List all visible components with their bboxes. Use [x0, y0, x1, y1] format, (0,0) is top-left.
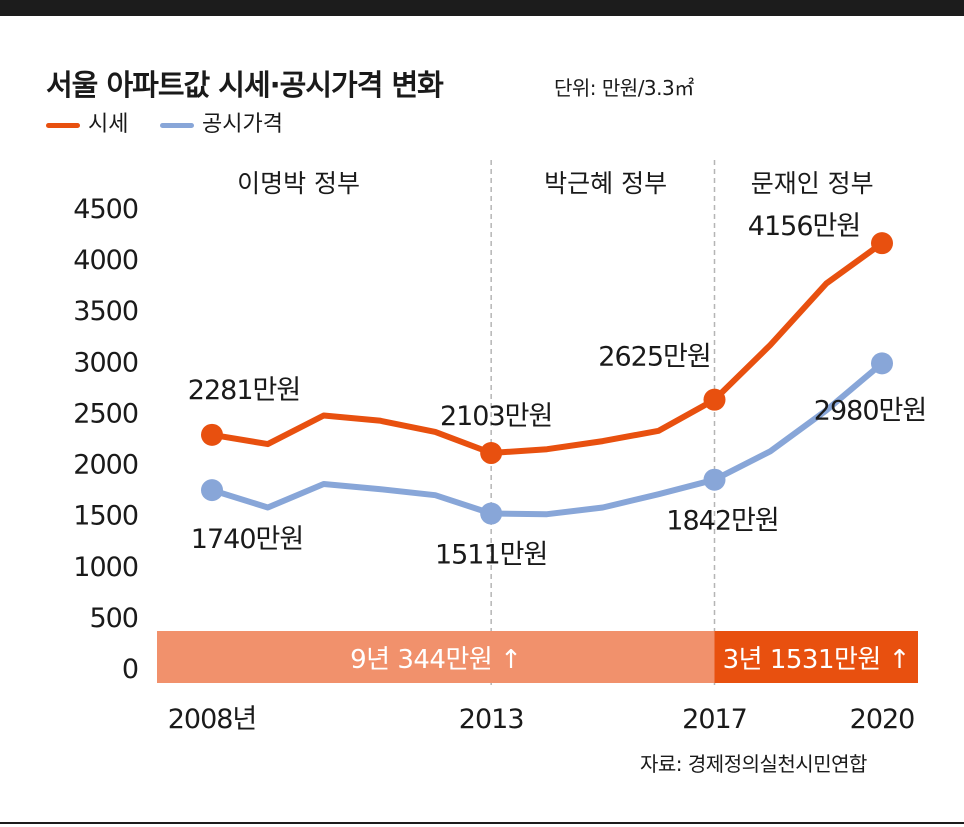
y-tick-label: 2000: [73, 450, 138, 481]
change-band-label: 3년 1531만원 ↑: [723, 645, 910, 675]
y-tick-label: 4500: [73, 194, 138, 225]
period-label: 이명박 정부: [237, 169, 360, 198]
official-price-point: [871, 352, 893, 375]
market-price-point: [480, 442, 503, 465]
period-label: 문재인 정부: [751, 169, 874, 198]
x-tick-label: 2017: [682, 704, 747, 735]
data-label: 4156만원: [748, 211, 860, 242]
y-tick-label: 1000: [73, 552, 138, 583]
legend-label-market-price: 시세: [88, 112, 129, 137]
change-band-label: 9년 344만원 ↑: [350, 645, 521, 675]
y-tick-label: 0: [122, 654, 138, 685]
data-label: 1842만원: [666, 506, 778, 537]
legend-swatch-market-price: [46, 123, 80, 128]
data-label: 1511만원: [435, 540, 547, 571]
market-price-point: [871, 232, 893, 255]
data-label: 2103만원: [440, 401, 552, 432]
chart-title: 서울 아파트값 시세·공시가격 변화: [46, 68, 444, 102]
data-label: 2281만원: [188, 375, 300, 406]
change-band: [157, 631, 715, 683]
y-tick-label: 4000: [73, 245, 138, 276]
official-price-point: [703, 468, 726, 491]
x-tick-label: 2020: [850, 704, 915, 735]
official-price-point: [480, 502, 503, 525]
y-tick-label: 500: [89, 603, 138, 634]
period-label: 박근혜 정부: [544, 169, 667, 198]
official-price-point: [201, 479, 223, 502]
unit-label: 단위: 만원/3.3㎡: [554, 76, 694, 100]
legend-label-official-price: 공시가격: [202, 112, 283, 137]
market-price-point: [703, 388, 726, 411]
market-price-line: [209, 240, 885, 456]
x-tick-label: 2008년: [168, 704, 257, 735]
data-label: 2980만원: [814, 395, 926, 426]
top-border-bar: [0, 0, 964, 16]
data-label: 1740만원: [191, 524, 303, 555]
y-tick-label: 3000: [73, 347, 138, 378]
data-label: 2625만원: [598, 342, 710, 373]
legend-swatch-official-price: [160, 123, 194, 128]
y-tick-label: 3500: [73, 296, 138, 327]
official-price-line: [209, 360, 885, 518]
source-note: 자료: 경제정의실천시민연합: [640, 752, 867, 776]
y-tick-label: 1500: [73, 501, 138, 532]
x-tick-label: 2013: [459, 704, 524, 735]
change-band: [714, 631, 918, 683]
bottom-border-line: [0, 822, 964, 824]
y-tick-label: 2500: [73, 398, 138, 429]
market-price-point: [201, 423, 223, 446]
